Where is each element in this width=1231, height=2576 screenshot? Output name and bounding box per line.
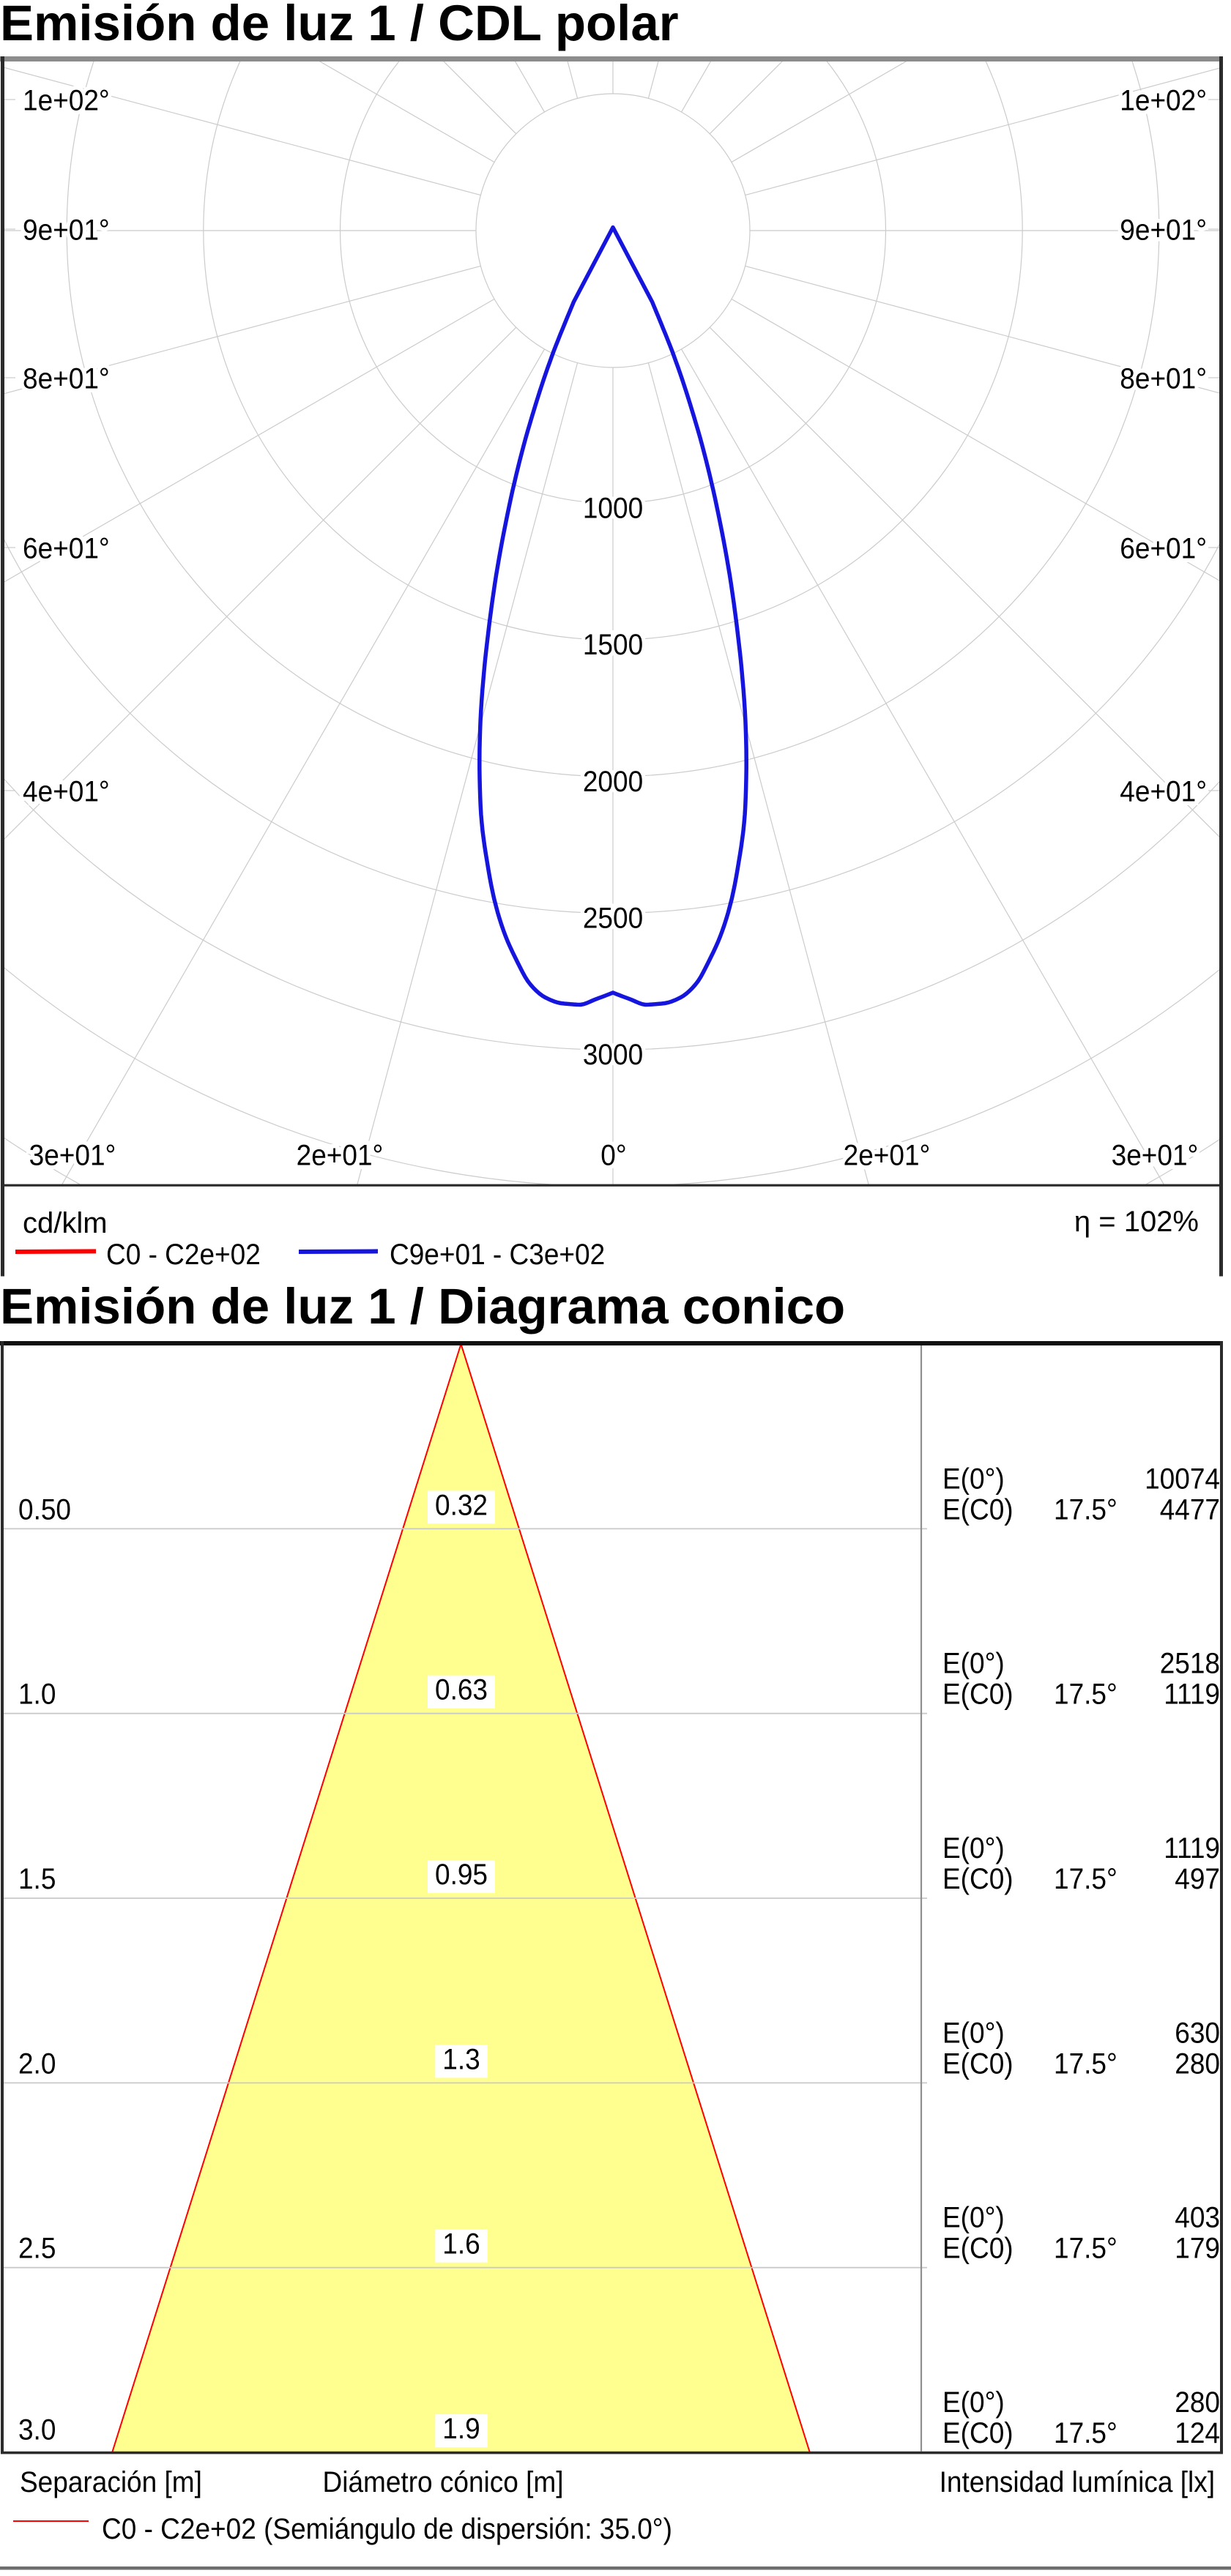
svg-text:C9e+01 - C3e+02: C9e+01 - C3e+02 xyxy=(390,1239,605,1271)
svg-text:C0 - C2e+02: C0 - C2e+02 xyxy=(106,1239,261,1271)
svg-text:Separación [m]: Separación [m] xyxy=(20,2466,202,2498)
svg-text:9e+01°: 9e+01° xyxy=(23,214,110,247)
svg-text:0.32: 0.32 xyxy=(435,1489,488,1521)
svg-text:497: 497 xyxy=(1175,1863,1220,1895)
svg-text:4477: 4477 xyxy=(1160,1493,1220,1526)
svg-text:2500: 2500 xyxy=(583,903,643,935)
svg-text:0.63: 0.63 xyxy=(435,1674,488,1706)
svg-text:17.5°: 17.5° xyxy=(1054,2047,1117,2080)
svg-text:1e+02°: 1e+02° xyxy=(1120,85,1207,117)
svg-text:E(C0): E(C0) xyxy=(942,2047,1014,2080)
svg-text:2.0: 2.0 xyxy=(18,2047,56,2080)
svg-text:E(C0): E(C0) xyxy=(942,2233,1014,2265)
svg-text:0.95: 0.95 xyxy=(435,1859,488,1891)
svg-text:630: 630 xyxy=(1175,2017,1220,2049)
svg-text:280: 280 xyxy=(1175,2386,1220,2419)
svg-text:2518: 2518 xyxy=(1160,1648,1220,1680)
svg-text:0°: 0° xyxy=(600,1140,626,1172)
svg-text:9e+01°: 9e+01° xyxy=(1120,214,1207,247)
svg-text:6e+01°: 6e+01° xyxy=(23,533,110,565)
svg-text:E(C0): E(C0) xyxy=(942,1493,1014,1526)
svg-text:8e+01°: 8e+01° xyxy=(23,363,110,395)
svg-text:2000: 2000 xyxy=(583,766,643,798)
svg-text:17.5°: 17.5° xyxy=(1054,1679,1117,1711)
svg-text:1.5: 1.5 xyxy=(18,1863,56,1895)
svg-text:1.0: 1.0 xyxy=(18,1679,56,1711)
svg-text:2.5: 2.5 xyxy=(18,2233,56,2265)
svg-text:Emisión de luz 1 / Diagrama co: Emisión de luz 1 / Diagrama conico xyxy=(0,1278,845,1334)
svg-text:1.6: 1.6 xyxy=(442,2228,480,2260)
svg-text:E(0°): E(0°) xyxy=(942,1832,1005,1864)
svg-text:E(C0): E(C0) xyxy=(942,1679,1014,1711)
svg-text:0.50: 0.50 xyxy=(18,1493,71,1526)
svg-text:Diámetro cónico [m]: Diámetro cónico [m] xyxy=(323,2466,564,2498)
svg-text:8e+01°: 8e+01° xyxy=(1120,363,1207,395)
svg-text:2e+01°: 2e+01° xyxy=(297,1140,384,1172)
svg-text:1000: 1000 xyxy=(583,493,643,525)
svg-text:1.9: 1.9 xyxy=(442,2413,480,2445)
svg-text:Emisión de luz 1 / CDL polar: Emisión de luz 1 / CDL polar xyxy=(0,0,679,51)
svg-text:1e+02°: 1e+02° xyxy=(23,85,110,117)
svg-text:1.3: 1.3 xyxy=(442,2043,480,2075)
svg-text:E(C0): E(C0) xyxy=(942,2417,1014,2449)
svg-text:3.0: 3.0 xyxy=(18,2414,56,2446)
svg-text:E(0°): E(0°) xyxy=(942,1648,1005,1680)
svg-text:10074: 10074 xyxy=(1145,1463,1220,1495)
svg-text:3e+01°: 3e+01° xyxy=(1112,1140,1199,1172)
svg-text:3000: 3000 xyxy=(583,1039,643,1071)
svg-text:403: 403 xyxy=(1175,2202,1220,2234)
svg-text:E(0°): E(0°) xyxy=(942,2017,1005,2049)
svg-text:E(0°): E(0°) xyxy=(942,2202,1005,2234)
svg-text:17.5°: 17.5° xyxy=(1054,2233,1117,2265)
svg-text:2e+01°: 2e+01° xyxy=(844,1140,931,1172)
svg-text:17.5°: 17.5° xyxy=(1054,2417,1117,2449)
svg-text:E(C0): E(C0) xyxy=(942,1863,1014,1895)
svg-text:4e+01°: 4e+01° xyxy=(1120,776,1207,808)
svg-text:1119: 1119 xyxy=(1164,1832,1220,1864)
svg-text:1500: 1500 xyxy=(583,629,643,661)
svg-text:280: 280 xyxy=(1175,2047,1220,2080)
svg-text:3e+01°: 3e+01° xyxy=(29,1140,116,1172)
svg-text:4e+01°: 4e+01° xyxy=(23,776,110,808)
svg-text:cd/klm: cd/klm xyxy=(23,1207,108,1239)
svg-text:E(0°): E(0°) xyxy=(942,1463,1005,1495)
svg-text:C0 - C2e+02 (Semiángulo de dis: C0 - C2e+02 (Semiángulo de dispersión: 3… xyxy=(102,2513,672,2545)
svg-text:179: 179 xyxy=(1175,2233,1220,2265)
svg-text:1119: 1119 xyxy=(1164,1679,1220,1711)
svg-text:η = 102%: η = 102% xyxy=(1074,1206,1199,1238)
svg-text:124: 124 xyxy=(1175,2417,1220,2449)
svg-text:E(0°): E(0°) xyxy=(942,2386,1005,2419)
svg-text:Intensidad lumínica [lx]: Intensidad lumínica [lx] xyxy=(940,2466,1215,2498)
svg-text:17.5°: 17.5° xyxy=(1054,1863,1117,1895)
svg-text:17.5°: 17.5° xyxy=(1054,1493,1117,1526)
svg-text:6e+01°: 6e+01° xyxy=(1120,533,1207,565)
